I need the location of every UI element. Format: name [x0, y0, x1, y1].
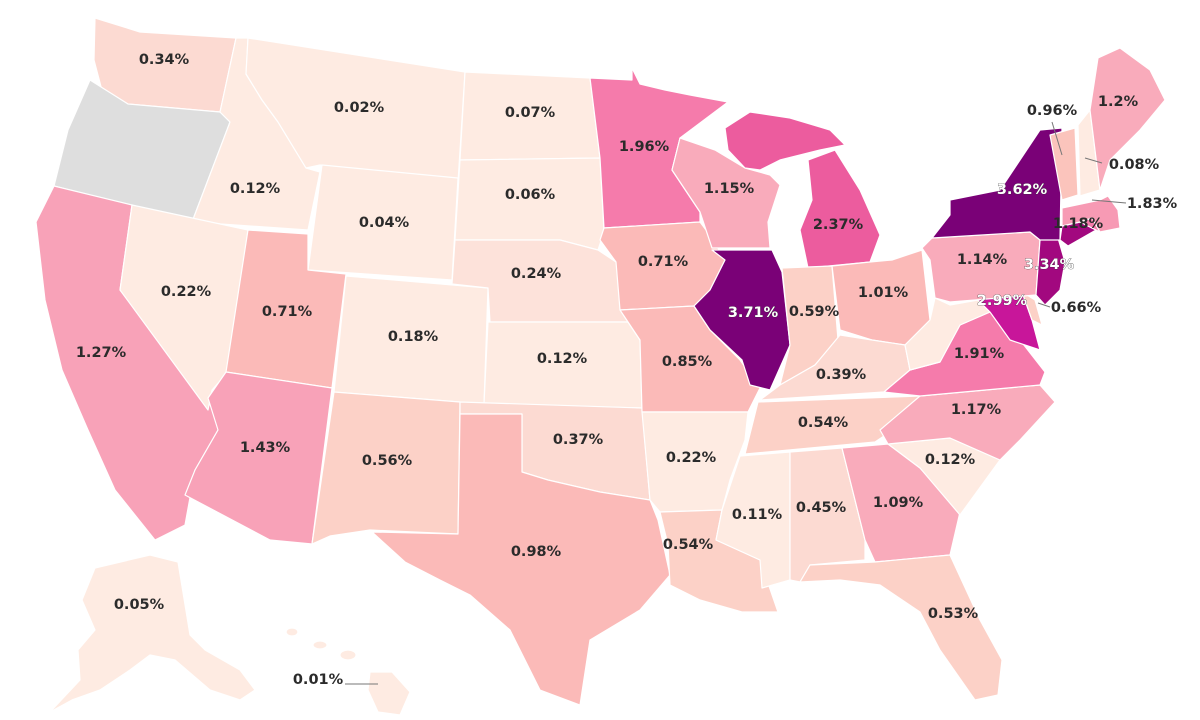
- label-WI: 1.15%: [704, 181, 755, 197]
- state-IL[interactable]: [693, 249, 791, 391]
- label-VT: 0.96%: [1027, 103, 1078, 119]
- label-CA: 1.27%: [76, 345, 127, 361]
- state-HI[interactable]: [367, 671, 411, 716]
- label-OH: 1.01%: [858, 285, 909, 301]
- state-AK[interactable]: [49, 554, 256, 713]
- state-SD[interactable]: [454, 157, 605, 251]
- label-MN: 1.96%: [619, 139, 670, 155]
- state-MI-upper[interactable]: [724, 111, 846, 171]
- state-VT[interactable]: [1049, 127, 1079, 201]
- label-CO: 0.18%: [388, 329, 439, 345]
- label-IL: 3.71%: [728, 305, 779, 321]
- state-AZ[interactable]: [184, 371, 333, 545]
- label-NC: 1.17%: [951, 402, 1002, 418]
- label-NY: 3.62%: [997, 182, 1048, 198]
- label-AR: 0.22%: [666, 450, 717, 466]
- label-NM: 0.56%: [362, 453, 413, 469]
- label-MS: 0.11%: [732, 507, 783, 523]
- state-ME[interactable]: [1089, 47, 1166, 191]
- leader-lines: [345, 121, 1127, 685]
- state-NY[interactable]: [931, 127, 1063, 241]
- state-DE[interactable]: [1021, 291, 1043, 326]
- label-TX: 0.98%: [511, 544, 562, 560]
- label-MI: 2.37%: [813, 217, 864, 233]
- label-AL: 0.45%: [796, 500, 847, 516]
- label-WA: 0.34%: [139, 52, 190, 68]
- label-MA-inner: 1.18%: [1053, 216, 1104, 232]
- label-NE: 0.24%: [511, 266, 562, 282]
- label-AK: 0.05%: [114, 597, 165, 613]
- label-NH: 0.08%: [1109, 157, 1160, 173]
- state-FL[interactable]: [799, 554, 1003, 701]
- leader-NH: [1084, 157, 1103, 164]
- label-MO: 0.85%: [662, 354, 713, 370]
- state-labels: 0.34% 1.27% 0.12% 0.22% 0.02% 0.04% 0.71…: [76, 52, 1178, 688]
- label-IN: 0.59%: [789, 304, 840, 320]
- state-HI-kauai[interactable]: [285, 627, 299, 637]
- label-AZ: 1.43%: [240, 440, 291, 456]
- state-HI-group: [285, 627, 411, 716]
- state-MA[interactable]: [1061, 195, 1121, 233]
- label-NV: 0.22%: [161, 284, 212, 300]
- label-NJ: 3.34%: [1024, 257, 1075, 273]
- label-WY: 0.04%: [359, 215, 410, 231]
- state-MI-group: [724, 111, 881, 269]
- label-MD: 2.99%: [977, 293, 1028, 309]
- label-HI: 0.01%: [293, 672, 344, 688]
- state-AR[interactable]: [641, 411, 749, 513]
- label-IA: 0.71%: [638, 254, 689, 270]
- label-VA: 1.91%: [954, 346, 1005, 362]
- label-SD: 0.06%: [505, 187, 556, 203]
- label-MT: 0.02%: [334, 100, 385, 116]
- label-UT: 0.71%: [262, 304, 313, 320]
- label-KS: 0.12%: [537, 351, 588, 367]
- label-ME: 1.2%: [1098, 94, 1139, 110]
- label-OK: 0.37%: [553, 432, 604, 448]
- leader-VT: [1051, 121, 1063, 156]
- label-SC: 0.12%: [925, 452, 976, 468]
- label-ND: 0.07%: [505, 105, 556, 121]
- label-PA: 1.14%: [957, 252, 1008, 268]
- label-LA: 0.54%: [663, 537, 714, 553]
- label-KY: 0.39%: [816, 367, 867, 383]
- label-MA: 1.83%: [1127, 196, 1178, 212]
- label-FL: 0.53%: [928, 606, 979, 622]
- label-GA: 1.09%: [873, 495, 924, 511]
- state-HI-oahu[interactable]: [312, 640, 328, 650]
- label-TN: 0.54%: [798, 415, 849, 431]
- state-HI-maui[interactable]: [339, 649, 357, 661]
- label-ID: 0.12%: [230, 181, 281, 197]
- label-DE: 0.66%: [1051, 300, 1102, 316]
- state-TX[interactable]: [371, 413, 671, 706]
- leader-DE: [1037, 302, 1051, 308]
- leader-MA: [1091, 199, 1127, 204]
- state-MI[interactable]: [799, 149, 881, 269]
- state-WI[interactable]: [671, 137, 781, 249]
